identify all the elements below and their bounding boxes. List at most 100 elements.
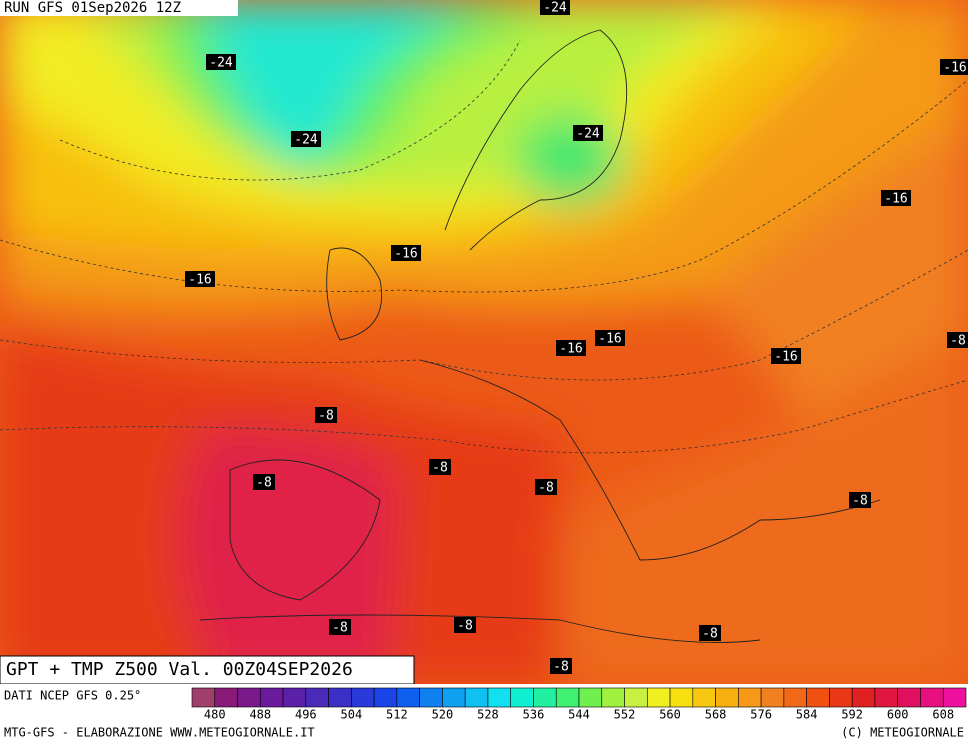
color-swatch (601, 687, 625, 708)
legend-tick: 560 (659, 708, 681, 722)
color-swatch (738, 687, 762, 708)
color-swatch (259, 687, 284, 708)
legend-tick: 488 (249, 708, 271, 722)
label-box (771, 348, 801, 364)
label-box (291, 131, 321, 147)
data-source: DATI NCEP GFS 0.25° (4, 689, 141, 703)
contour-label: -8 (852, 494, 868, 509)
contour-label: -8 (432, 461, 448, 476)
label-box (535, 479, 557, 495)
color-swatch (510, 687, 534, 708)
isotherms (0, 39, 968, 454)
color-swatch (897, 687, 921, 708)
label-box (454, 617, 476, 633)
color-swatch (692, 687, 716, 708)
label-box (185, 271, 215, 287)
label-box (556, 340, 586, 356)
contour-label: -24 (576, 127, 600, 142)
contour-label: -8 (553, 660, 569, 675)
color-swatch (829, 687, 853, 708)
coastlines (199, 29, 881, 643)
color-swatch (874, 687, 899, 708)
color-swatch (920, 687, 944, 708)
contour-label: -8 (702, 627, 718, 642)
color-swatch (464, 687, 489, 708)
legend-tick: 592 (841, 708, 863, 722)
contour-label: -16 (394, 247, 417, 262)
color-swatch (806, 687, 830, 708)
legend-tick: 576 (750, 708, 772, 722)
label-box (391, 245, 421, 261)
map-title: GPT + TMP Z500 Val. 00Z04SEP2026 (6, 659, 353, 680)
contour-label: -8 (256, 476, 272, 491)
color-bar: 480 488 496 504 512 520 528 536 544 552 560 568 576 5… (191, 687, 967, 722)
color-swatch (555, 687, 580, 708)
run-box (0, 0, 238, 16)
field (0, 0, 968, 684)
contour-label: -24 (294, 133, 318, 148)
label-box (849, 492, 871, 508)
legend-tick: 480 (204, 708, 226, 722)
legend-tick: 512 (386, 708, 408, 722)
label-box (253, 474, 275, 490)
label-box (947, 332, 968, 348)
color-swatch (624, 687, 648, 708)
label-box (429, 459, 451, 475)
contour-label: -8 (950, 334, 966, 349)
contour-label: -16 (598, 332, 621, 347)
contour-label: -24 (543, 1, 567, 16)
label-box (881, 190, 911, 206)
contour-label: -8 (457, 619, 473, 634)
color-swatch (646, 687, 671, 708)
label-box (940, 59, 968, 75)
color-swatch (851, 687, 876, 708)
contour-label: -16 (188, 273, 211, 288)
color-swatch (487, 687, 512, 708)
legend-tick: 520 (432, 708, 454, 722)
label-box (573, 125, 603, 141)
contour-label: -16 (884, 192, 907, 207)
color-swatch (783, 687, 807, 708)
legend-tick: 608 (932, 708, 954, 722)
color-swatch (305, 687, 329, 708)
legend-tick: 568 (705, 708, 727, 722)
label-box (550, 658, 572, 674)
footer-right: (C) METEOGIORNALE (841, 726, 964, 740)
color-swatch (669, 687, 694, 708)
color-swatch (237, 687, 261, 708)
color-swatch (442, 687, 466, 708)
legend-tick: 544 (568, 708, 590, 722)
color-swatch (373, 687, 398, 708)
contour-label: -16 (559, 342, 582, 357)
contour-label: -8 (318, 409, 334, 424)
title-box (0, 655, 415, 685)
label-box (595, 330, 625, 346)
footer-left: MTG-GFS - ELABORAZIONE WWW.METEOGIORNALE… (4, 726, 315, 740)
label-box (315, 407, 337, 423)
contour-label: -16 (774, 350, 797, 365)
label-box (329, 619, 351, 635)
legend-tick: 528 (477, 708, 499, 722)
color-swatch (282, 687, 307, 708)
label-box (540, 0, 570, 15)
color-swatch (578, 687, 603, 708)
contour-label: -24 (209, 56, 233, 71)
label-box (699, 625, 721, 641)
contour-labels: -24 -24 -24 -24 -16 -16 -16 -16 -16 -16 -16 -8 -8 -8 -… (0, 0, 968, 675)
color-swatch (760, 687, 785, 708)
color-swatch (328, 687, 352, 708)
label-box (206, 54, 236, 70)
color-swatch (942, 687, 967, 708)
legend-tick: 552 (614, 708, 636, 722)
color-swatch (396, 687, 420, 708)
color-swatch (214, 687, 238, 708)
color-swatch (533, 687, 557, 708)
legend-tick: 504 (341, 708, 363, 722)
color-swatch (419, 687, 443, 708)
legend-tick: 584 (796, 708, 818, 722)
legend-tick: 496 (295, 708, 317, 722)
color-swatch (191, 687, 216, 708)
contour-label: -8 (538, 481, 554, 496)
color-swatch (715, 687, 739, 708)
